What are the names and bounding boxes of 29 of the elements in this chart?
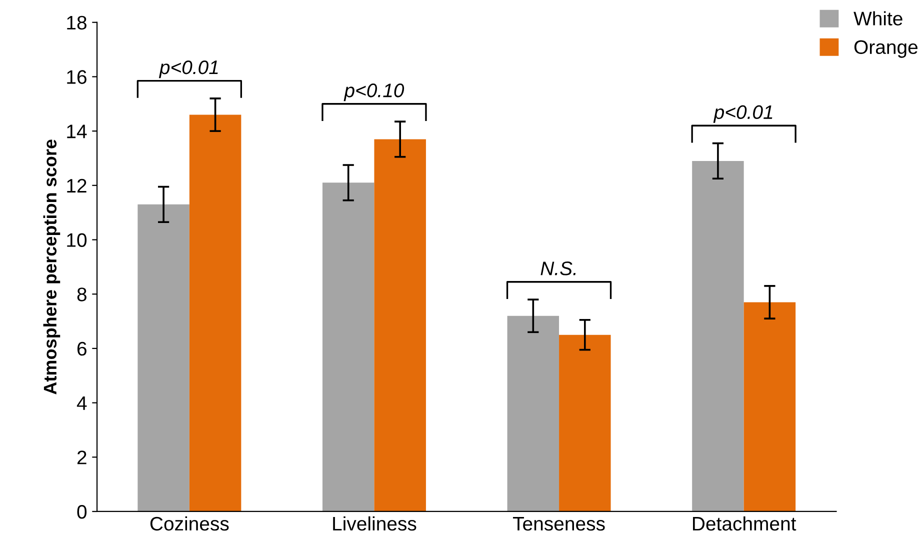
y-tick-label: 4 (76, 396, 87, 410)
bar (322, 182, 374, 512)
y-tick-label: 2 (77, 450, 86, 464)
y-tick-label: 16 (67, 70, 86, 84)
y-tick-label: 0 (77, 504, 87, 519)
y-tick-label: 14 (67, 124, 87, 138)
y-tick-label: 10 (67, 233, 87, 247)
y-tick-label: 6 (77, 342, 86, 356)
y-tick-label: 8 (77, 288, 86, 302)
x-tick-label: Detachment (693, 516, 796, 531)
legend-label: Orange (854, 40, 918, 58)
bar (744, 302, 796, 512)
y-tick-label: 12 (67, 178, 86, 192)
bar (138, 204, 190, 512)
y-axis-title: Atmosphere perception score (43, 140, 60, 394)
x-tick-label: Tenseness (512, 517, 605, 531)
annotation: p<0.01 (713, 105, 772, 123)
bar (189, 114, 242, 512)
x-tick-label: Coziness (150, 516, 229, 531)
x-tick-label: Liveliness (333, 516, 416, 531)
bar (507, 316, 560, 512)
bar (559, 334, 611, 512)
y-tick-label: 18 (67, 16, 86, 30)
annotation: N.S. (540, 262, 576, 276)
bar (692, 160, 744, 512)
legend-label: White (854, 11, 902, 26)
annotation: p<0.01 (158, 60, 218, 78)
bar (374, 139, 426, 512)
annotation: p<0.10 (344, 84, 404, 102)
